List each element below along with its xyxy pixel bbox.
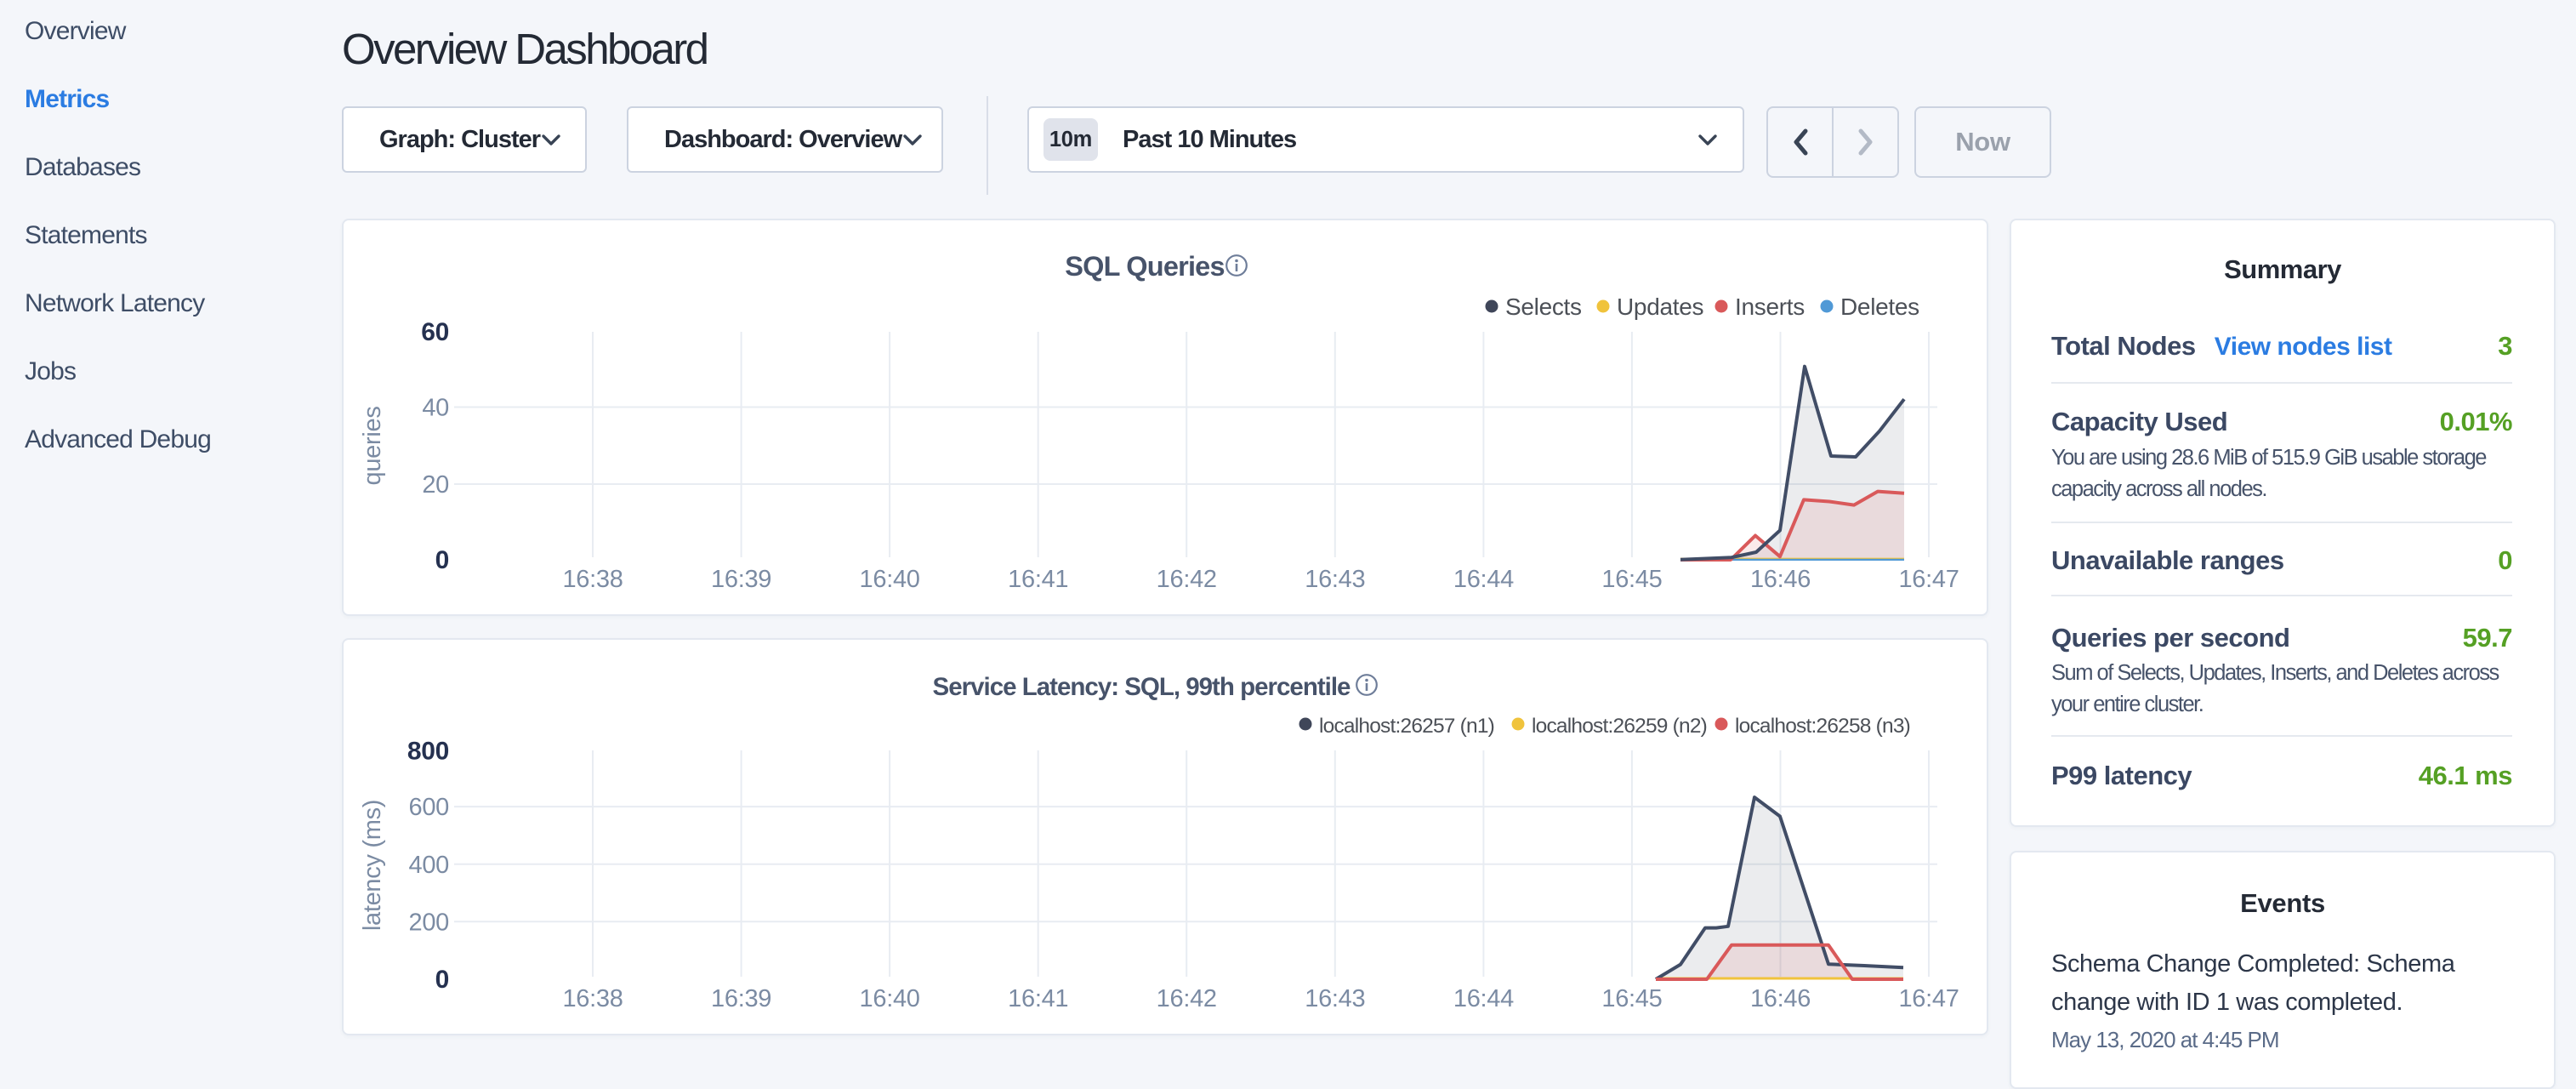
svg-text:16:39: 16:39 [711, 985, 771, 1012]
svg-text:16:41: 16:41 [1008, 566, 1068, 593]
svg-text:600: 600 [409, 794, 450, 821]
svg-text:Service Latency: SQL, 99th per: Service Latency: SQL, 99th percentile [933, 673, 1351, 701]
svg-text:400: 400 [409, 852, 450, 879]
svg-text:16:40: 16:40 [860, 566, 920, 593]
svg-text:Deletes: Deletes [1840, 294, 1919, 320]
svg-text:20: 20 [422, 471, 449, 499]
svg-text:16:39: 16:39 [711, 566, 771, 593]
svg-text:localhost:26257 (n1): localhost:26257 (n1) [1319, 715, 1494, 738]
svg-text:localhost:26259 (n2): localhost:26259 (n2) [1532, 715, 1707, 738]
svg-text:16:46: 16:46 [1750, 985, 1811, 1012]
svg-text:16:47: 16:47 [1898, 566, 1959, 593]
svg-text:800: 800 [407, 738, 449, 766]
svg-text:16:42: 16:42 [1157, 985, 1217, 1012]
svg-text:queries: queries [359, 406, 386, 485]
svg-text:Updates: Updates [1617, 294, 1703, 320]
svg-text:16:44: 16:44 [1453, 985, 1514, 1012]
svg-text:16:41: 16:41 [1008, 985, 1068, 1012]
svg-text:SQL Queries: SQL Queries [1065, 251, 1225, 282]
svg-text:60: 60 [421, 318, 449, 346]
svg-text:latency (ms): latency (ms) [359, 800, 386, 931]
svg-text:16:38: 16:38 [562, 566, 623, 593]
svg-text:16:47: 16:47 [1898, 985, 1959, 1012]
svg-text:0: 0 [435, 546, 449, 574]
svg-text:16:45: 16:45 [1601, 566, 1662, 593]
svg-text:16:38: 16:38 [562, 985, 623, 1012]
svg-text:40: 40 [422, 395, 449, 422]
svg-text:localhost:26258 (n3): localhost:26258 (n3) [1735, 715, 1910, 738]
svg-text:16:46: 16:46 [1750, 566, 1811, 593]
svg-text:0: 0 [435, 966, 449, 994]
svg-text:16:43: 16:43 [1305, 566, 1365, 593]
svg-text:16:44: 16:44 [1453, 566, 1514, 593]
svg-text:Inserts: Inserts [1735, 294, 1805, 320]
svg-text:16:40: 16:40 [860, 985, 920, 1012]
svg-text:Selects: Selects [1505, 294, 1582, 320]
svg-text:16:42: 16:42 [1157, 566, 1217, 593]
svg-text:16:45: 16:45 [1601, 985, 1662, 1012]
svg-text:200: 200 [409, 909, 450, 936]
svg-text:16:43: 16:43 [1305, 985, 1365, 1012]
